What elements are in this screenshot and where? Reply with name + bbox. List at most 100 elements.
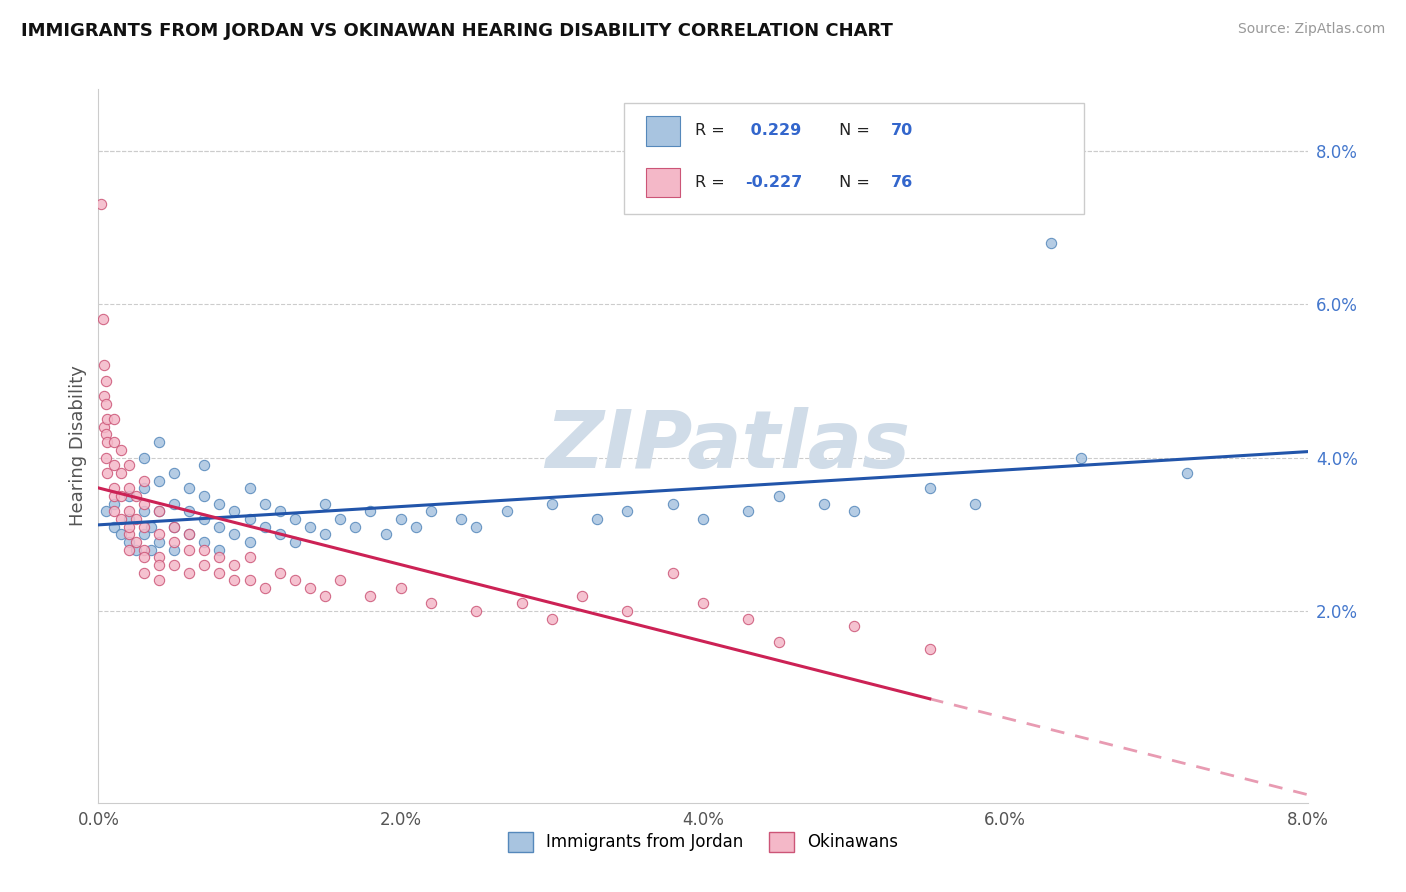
Point: [118, 542, 141, 557]
Point: [132, 497, 155, 511]
Point: [737, 504, 759, 518]
Point: [661, 566, 683, 580]
Point: [360, 589, 382, 603]
Point: [118, 481, 141, 495]
Text: -0.227: -0.227: [745, 175, 803, 190]
Point: [465, 519, 488, 533]
Point: [141, 519, 163, 533]
Point: [420, 596, 443, 610]
FancyBboxPatch shape: [624, 103, 1084, 214]
Point: [616, 604, 638, 618]
Point: [269, 504, 291, 518]
Point: [616, 504, 638, 518]
Text: R =: R =: [695, 175, 730, 190]
Point: [450, 512, 472, 526]
Point: [737, 612, 759, 626]
Point: [284, 535, 307, 549]
Point: [148, 504, 170, 518]
Point: [118, 535, 141, 549]
Text: ZIPatlas: ZIPatlas: [544, 407, 910, 485]
Point: [132, 519, 155, 533]
Point: [208, 550, 231, 565]
Point: [94, 504, 117, 518]
Point: [329, 574, 352, 588]
Point: [269, 566, 291, 580]
Point: [163, 542, 186, 557]
Point: [132, 474, 155, 488]
Point: [299, 519, 322, 533]
Point: [1070, 450, 1092, 465]
Point: [179, 527, 201, 541]
Point: [344, 519, 367, 533]
Point: [495, 504, 517, 518]
Point: [132, 450, 155, 465]
Point: [132, 481, 155, 495]
Text: 76: 76: [890, 175, 912, 190]
Point: [661, 497, 683, 511]
Point: [132, 550, 155, 565]
Point: [179, 527, 201, 541]
Point: [918, 642, 941, 657]
Point: [96, 412, 118, 426]
Point: [179, 542, 201, 557]
Point: [239, 550, 262, 565]
Point: [571, 589, 593, 603]
Point: [193, 512, 215, 526]
Point: [208, 566, 231, 580]
Point: [93, 419, 115, 434]
Point: [163, 497, 186, 511]
Point: [163, 519, 186, 533]
Point: [93, 359, 115, 373]
Point: [193, 535, 215, 549]
Text: N =: N =: [834, 175, 875, 190]
Point: [163, 519, 186, 533]
Point: [224, 574, 246, 588]
Point: [208, 497, 231, 511]
Text: 0.229: 0.229: [745, 123, 801, 138]
Point: [103, 489, 125, 503]
Point: [103, 519, 125, 533]
Point: [148, 574, 170, 588]
Y-axis label: Hearing Disability: Hearing Disability: [69, 366, 87, 526]
Bar: [647, 116, 681, 145]
Point: [110, 442, 132, 457]
Point: [103, 435, 125, 450]
Point: [91, 312, 114, 326]
Point: [405, 519, 427, 533]
Point: [148, 527, 170, 541]
Bar: [647, 168, 681, 197]
Point: [125, 542, 148, 557]
Point: [193, 458, 215, 473]
Point: [284, 574, 307, 588]
Point: [94, 397, 117, 411]
Point: [179, 481, 201, 495]
Point: [141, 542, 163, 557]
Point: [148, 435, 170, 450]
Point: [224, 504, 246, 518]
Point: [163, 558, 186, 572]
Point: [103, 412, 125, 426]
Point: [94, 427, 117, 442]
Text: IMMIGRANTS FROM JORDAN VS OKINAWAN HEARING DISABILITY CORRELATION CHART: IMMIGRANTS FROM JORDAN VS OKINAWAN HEARI…: [21, 22, 893, 40]
Point: [374, 527, 396, 541]
Point: [110, 527, 132, 541]
Point: [314, 527, 336, 541]
Point: [118, 504, 141, 518]
Text: 70: 70: [890, 123, 912, 138]
Point: [239, 574, 262, 588]
Point: [163, 535, 186, 549]
Point: [96, 466, 118, 480]
Text: R =: R =: [695, 123, 730, 138]
Point: [420, 504, 443, 518]
Point: [389, 512, 412, 526]
Point: [125, 489, 148, 503]
Point: [193, 489, 215, 503]
Point: [208, 542, 231, 557]
Point: [389, 581, 412, 595]
Point: [253, 519, 276, 533]
Point: [148, 535, 170, 549]
Point: [586, 512, 609, 526]
Legend: Immigrants from Jordan, Okinawans: Immigrants from Jordan, Okinawans: [502, 825, 904, 859]
Point: [1039, 235, 1062, 250]
Point: [360, 504, 382, 518]
